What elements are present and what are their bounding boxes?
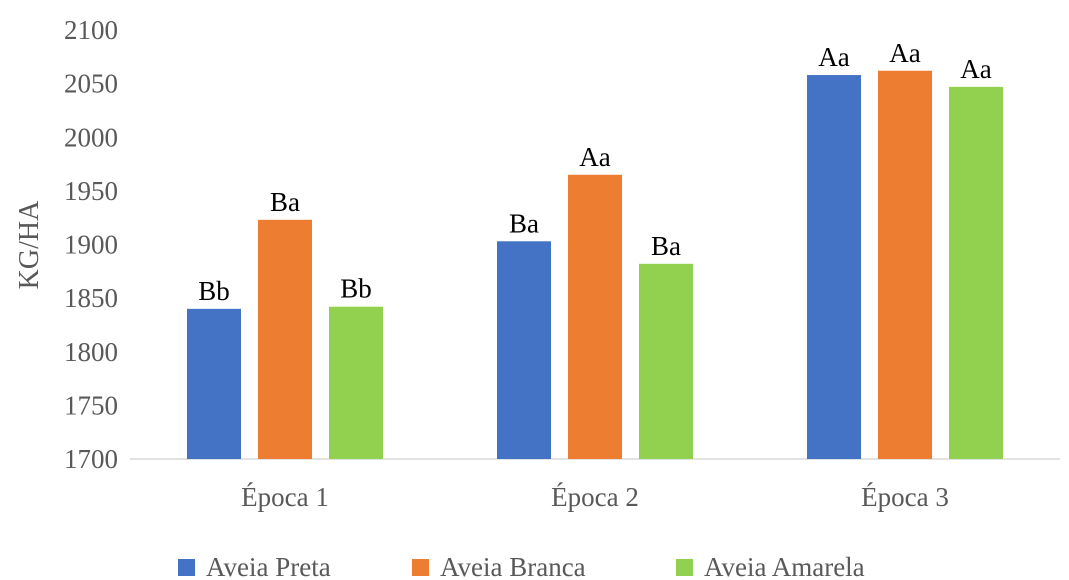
y-tick-label: 1950 <box>64 176 118 206</box>
y-tick-label: 1850 <box>64 283 118 313</box>
bar-data-label: Ba <box>651 231 681 261</box>
y-tick-label: 1800 <box>64 337 118 367</box>
legend-swatch <box>676 559 693 576</box>
legend-swatch <box>178 559 195 576</box>
x-category-label: Época 2 <box>551 482 639 512</box>
bar <box>568 174 622 459</box>
x-axis-category-labels: Época 1 Época 2 Época 3 <box>241 482 949 512</box>
y-axis-ticks: 1700 1750 1800 1850 1900 1950 2000 2050 2100 <box>64 15 118 474</box>
bar <box>258 219 312 459</box>
bar-data-label: Ba <box>270 187 300 217</box>
legend-swatch <box>412 559 429 576</box>
bar-data-label: Aa <box>889 38 920 68</box>
bar <box>878 70 932 459</box>
bar <box>497 241 551 459</box>
legend-label: Aveia Branca <box>440 552 586 580</box>
x-category-label: Época 1 <box>241 482 329 512</box>
bar-data-label: Ba <box>509 208 539 238</box>
bar-data-label: Bb <box>340 274 372 304</box>
bar <box>639 263 693 459</box>
y-tick-label: 1750 <box>64 390 118 420</box>
y-tick-label: 2100 <box>64 15 118 45</box>
y-axis-title: KG/HA <box>14 200 45 289</box>
bar-data-label: Aa <box>960 54 991 84</box>
data-labels: Bb Ba Bb Ba Aa Ba Aa Aa Aa <box>198 38 992 306</box>
x-category-label: Época 3 <box>861 482 949 512</box>
legend: Aveia Preta Aveia Branca Aveia Amarela <box>178 552 865 580</box>
bars <box>187 70 1003 460</box>
bar-data-label: Aa <box>818 42 849 72</box>
y-tick-label: 1900 <box>64 230 118 260</box>
legend-label: Aveia Preta <box>206 552 331 580</box>
bar <box>949 86 1003 459</box>
y-tick-label: 1700 <box>64 444 118 474</box>
bar-data-label: Bb <box>198 276 230 306</box>
legend-label: Aveia Amarela <box>704 552 865 580</box>
y-tick-label: 2050 <box>64 69 118 99</box>
y-tick-label: 2000 <box>64 122 118 152</box>
bar <box>187 308 241 459</box>
bar <box>807 75 861 460</box>
bar-data-label: Aa <box>579 142 610 172</box>
bar <box>329 306 383 459</box>
